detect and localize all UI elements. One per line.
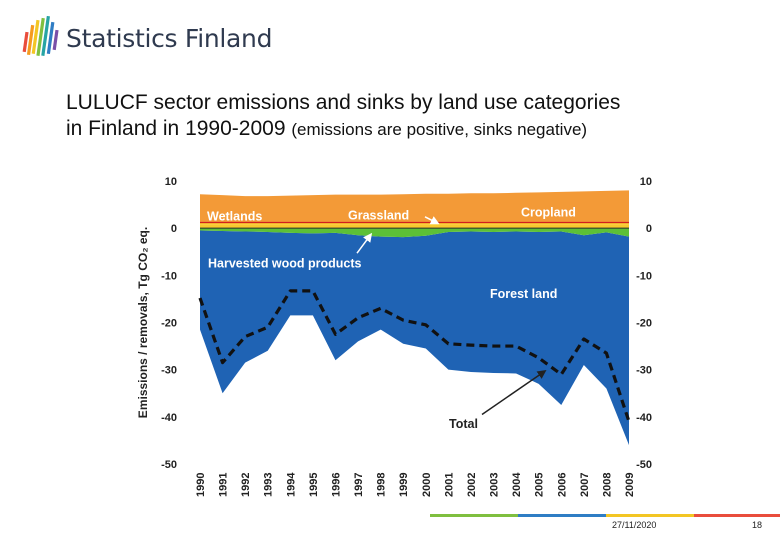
- wetlands-area: [200, 224, 629, 229]
- x-tick-1996: 1996: [330, 473, 342, 497]
- cropland-label: Cropland: [521, 206, 576, 220]
- total-series-line: [198, 289, 631, 423]
- x-tick-2004: 2004: [511, 472, 523, 497]
- y-tick-left--50: -50: [161, 459, 177, 471]
- y-tick-right--40: -40: [636, 412, 652, 424]
- x-tick-1993: 1993: [263, 473, 275, 497]
- y-tick-right-10: 10: [640, 176, 652, 188]
- logo-text: Statistics Finland: [66, 24, 273, 53]
- footer-page-number: 18: [752, 520, 763, 530]
- footer-color-bar: [430, 514, 780, 517]
- total-arrow: [481, 370, 547, 416]
- x-tick-1992: 1992: [240, 473, 252, 497]
- y-tick-right--20: -20: [636, 318, 652, 330]
- x-tick-2001: 2001: [443, 473, 455, 497]
- x-tick-1990: 1990: [195, 473, 207, 497]
- y-tick-right--50: -50: [636, 459, 652, 471]
- x-tick-1994: 1994: [285, 472, 297, 497]
- x-tick-1995: 1995: [308, 473, 320, 497]
- grassland-label: Grassland: [348, 208, 409, 222]
- footer-bar-segment-yellow: [606, 514, 694, 517]
- y-tick-left--20: -20: [161, 318, 177, 330]
- title-line-1: LULUCF sector emissions and sinks by lan…: [66, 91, 621, 114]
- y-tick-left--30: -30: [161, 365, 177, 377]
- axis-layer: 10 10 0 0 -10 -10 -20 -20 -30 -30 -40 -40 -50 -50 1990…: [136, 176, 652, 497]
- harvested-wood-products-label: Harvested wood products: [208, 257, 362, 271]
- x-tick-2002: 2002: [466, 473, 478, 497]
- forest-land-area: [200, 230, 629, 446]
- footer-date: 27/11/2020: [612, 520, 657, 530]
- harvested-wood-products-area: [200, 228, 629, 238]
- x-tick-1999: 1999: [398, 473, 410, 497]
- y-tick-right--30: -30: [636, 365, 652, 377]
- statistics-finland-logo: Statistics Finland: [22, 16, 272, 62]
- title-line-2: in Finland in 1990-2009 (emissions are p…: [66, 116, 766, 143]
- lulucf-chart: 10 10 0 0 -10 -10 -20 -20 -30 -30 -40 -40 -50 -50 1990…: [136, 176, 652, 497]
- y-tick-left-0: 0: [171, 223, 177, 235]
- y-tick-left--40: -40: [161, 412, 177, 424]
- footer-bar-segment-green: [430, 514, 518, 517]
- x-tick-2003: 2003: [489, 473, 501, 497]
- x-tick-1997: 1997: [353, 473, 365, 497]
- footer-bar-segment-blue: [518, 514, 606, 517]
- x-tick-2007: 2007: [579, 473, 591, 497]
- statistics-finland-logo-icon: [22, 16, 59, 56]
- x-tick-2000: 2000: [421, 473, 433, 497]
- plot-layer: [198, 190, 631, 446]
- slide-title: LULUCF sector emissions and sinks by lan…: [66, 90, 766, 143]
- y-tick-left--10: -10: [161, 270, 177, 282]
- y-tick-left-10: 10: [165, 176, 177, 188]
- grassland-arrow: [424, 216, 440, 225]
- y-tick-right--10: -10: [636, 270, 652, 282]
- x-tick-1991: 1991: [218, 473, 230, 497]
- cropland-area: [200, 190, 629, 223]
- x-tick-2005: 2005: [534, 473, 546, 497]
- x-tick-2008: 2008: [601, 473, 613, 497]
- x-tick-2006: 2006: [556, 473, 568, 497]
- y-axis-label: Emissions / removals, Tg CO₂ eq.: [136, 227, 150, 418]
- title-line-2-main: in Finland in 1990-2009: [66, 117, 286, 140]
- y-tick-right-0: 0: [646, 223, 652, 235]
- x-tick-1998: 1998: [376, 473, 388, 497]
- harvested-wood-arrow: [356, 232, 373, 254]
- forest-land-label: Forest land: [490, 287, 557, 301]
- label-layer: Wetlands Grassland Cropland Harvested wood …: [207, 206, 576, 431]
- total-label: Total: [449, 417, 478, 431]
- footer-bar-segment-red: [694, 514, 780, 517]
- title-line-2-note: (emissions are positive, sinks negative): [291, 120, 588, 139]
- x-tick-2009: 2009: [624, 473, 636, 497]
- wetlands-label: Wetlands: [207, 209, 262, 223]
